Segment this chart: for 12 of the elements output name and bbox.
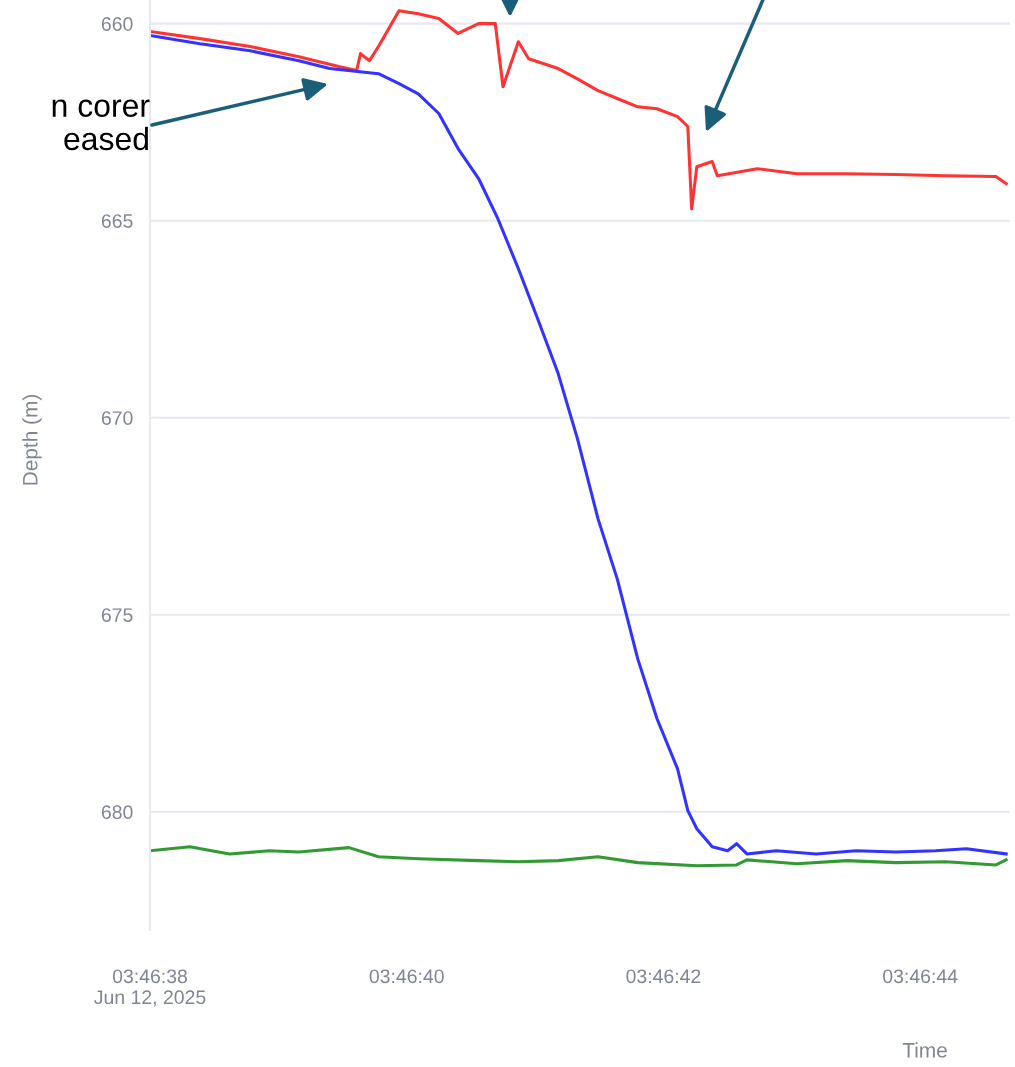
y-tick-label: 670 (101, 411, 133, 425)
x-axis-title: Time (902, 1042, 947, 1058)
y-axis-title: Depth (m) (22, 394, 42, 485)
y-tick-label: 665 (101, 214, 133, 228)
y-tick-label: 675 (101, 608, 133, 622)
y-tick-label: 680 (101, 805, 133, 820)
x-tick-label: 03:46:40 (369, 969, 444, 984)
x-tick-label: 03:46:38 Jun 12, 2025 (94, 969, 206, 1007)
x-tick-label: 03:46:42 (626, 969, 701, 984)
text: n corer eased (52, 99, 150, 151)
y-tick-label: 660 (101, 17, 133, 31)
x-tick-label: 03:46:44 (883, 969, 958, 984)
